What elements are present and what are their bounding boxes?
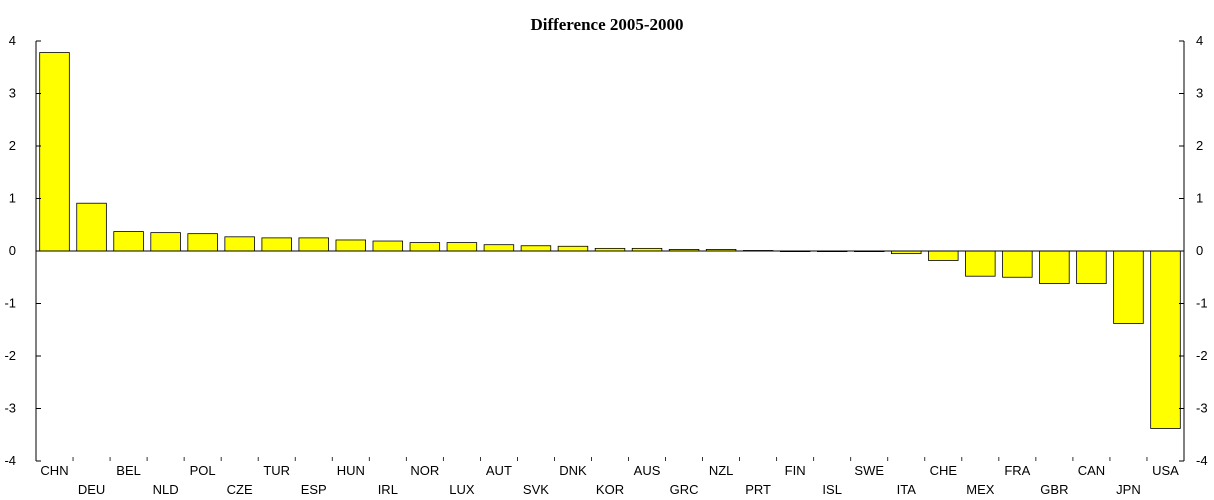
bar-hun [335,239,366,252]
bar-nld [150,232,181,252]
category-label-kor: KOR [596,482,624,497]
category-labels-group: CHN DEU BEL NLD POL CZE TUR ESP HUN IRL NOR LUX AUT S… [40,463,1179,497]
y-tick-label-left: 0 [9,243,16,258]
y-tick-label-right: -1 [1196,296,1208,311]
category-label-lux: LUX [449,482,475,497]
bar-dnk [557,245,589,252]
category-label-usa: USA [1152,463,1179,478]
y-tick-label-right: 1 [1196,191,1203,206]
tick-labels-group: 4 4 3 3 2 2 1 1 0 0 -1 -1 -2 -2 -3 -3 -4 -4 [4,33,1207,468]
category-label-gbr: GBR [1040,482,1068,497]
chart-title: Difference 2005-2000 [530,15,683,34]
category-label-ita: ITA [897,482,917,497]
category-label-hun: HUN [337,463,365,478]
y-tick-label-right: -3 [1196,401,1208,416]
y-tick-label-left: 2 [9,138,16,153]
category-label-fra: FRA [1004,463,1030,478]
category-label-isl: ISL [822,482,842,497]
axes-group [35,40,1185,462]
bar-svk [520,245,552,252]
category-label-tur: TUR [263,463,290,478]
category-label-nzl: NZL [709,463,734,478]
category-label-fin: FIN [785,463,806,478]
bar-deu [76,202,107,252]
bar-jpn [1113,250,1144,324]
category-label-swe: SWE [854,463,884,478]
category-label-nor: NOR [410,463,439,478]
category-label-mex: MEX [966,482,995,497]
bar-can [1076,250,1107,284]
y-tick-label-left: 3 [9,86,16,101]
category-label-svk: SVK [523,482,549,497]
bar-irl [372,240,404,252]
category-label-dnk: DNK [559,463,587,478]
y-tick-label-right: 0 [1196,243,1203,258]
bar-chn [39,52,70,252]
y-tick-label-left: 1 [9,191,16,206]
bar-gbr [1039,250,1070,284]
bar-bel [113,231,144,252]
category-label-esp: ESP [301,482,327,497]
category-label-pol: POL [190,463,216,478]
y-tick-label-right: 4 [1196,33,1203,48]
bar-cze [224,236,255,252]
y-tick-label-left: 4 [9,33,16,48]
bar-usa [1150,250,1181,429]
category-label-aut: AUT [486,463,512,478]
y-tick-label-right: 2 [1196,138,1203,153]
bars-group [39,52,1181,429]
category-label-nld: NLD [153,482,179,497]
y-tick-label-left: -4 [4,453,16,468]
category-label-prt: PRT [745,482,771,497]
bar-che [928,250,959,261]
bar-esp [298,237,329,252]
y-tick-label-left: -2 [4,348,16,363]
category-label-irl: IRL [378,482,398,497]
bar-pol [187,233,218,252]
bar-lux [446,242,478,252]
bar-fra [1002,250,1033,278]
y-tick-label-right: -4 [1196,453,1208,468]
category-label-can: CAN [1078,463,1105,478]
category-label-che: CHE [930,463,958,478]
bar-mex [965,250,996,277]
category-label-cze: CZE [227,482,253,497]
category-label-jpn: JPN [1116,482,1141,497]
category-label-grc: GRC [670,482,699,497]
bar-aut [483,244,515,252]
y-tick-label-left: -1 [4,296,16,311]
y-tick-label-left: -3 [4,401,16,416]
category-label-bel: BEL [116,463,141,478]
y-tick-label-right: -2 [1196,348,1208,363]
y-tick-label-right: 3 [1196,86,1203,101]
bar-tur [261,237,292,252]
category-label-deu: DEU [78,482,105,497]
category-label-aus: AUS [634,463,661,478]
category-label-chn: CHN [40,463,68,478]
bar-nor [409,242,441,252]
